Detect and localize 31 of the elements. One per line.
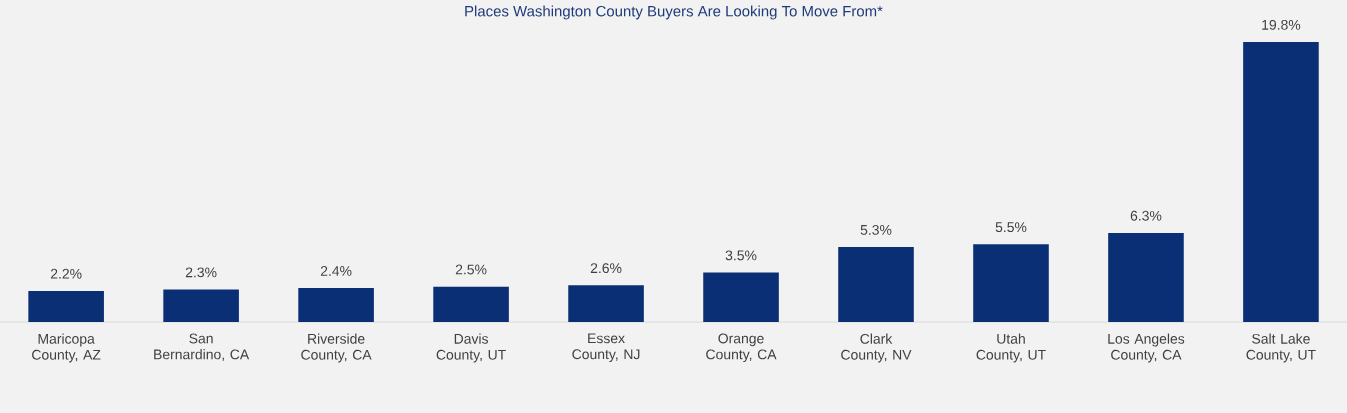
x-tick-label: Los Angeles County, CA (1108, 333, 1185, 363)
data-label: 2.5% (455, 264, 487, 275)
x-tick-label: Utah County, UT (976, 333, 1046, 363)
bar (163, 289, 239, 322)
bar (1108, 232, 1184, 322)
bar (433, 286, 509, 322)
data-label: 2.4% (320, 266, 352, 276)
data-label: 6.3% (1130, 210, 1162, 221)
data-label: 2.3% (185, 267, 217, 278)
bar (568, 285, 644, 322)
data-label: 2.2% (50, 268, 82, 279)
bar (28, 290, 104, 322)
chart-title: Places Washington County Buyers Are Looking To Move From* (465, 5, 883, 20)
x-tick-label: Riverside County, CA (301, 333, 372, 363)
data-label: 19.8% (1262, 19, 1301, 30)
bar (703, 272, 779, 322)
data-label: 2.6% (590, 263, 622, 274)
x-tick-label: Salt Lake County, UT (1246, 333, 1316, 363)
data-label: 3.5% (725, 250, 757, 261)
data-label: 5.3% (860, 224, 892, 235)
x-tick-label: Clark County, NV (841, 333, 912, 363)
x-tick-label: Maricopa County, AZ (32, 333, 101, 363)
bar (973, 244, 1049, 322)
x-tick-label: Davis County, UT (436, 333, 506, 363)
bar (838, 247, 914, 322)
x-tick-label: San Bernardino, CA (154, 333, 250, 361)
bar (1243, 42, 1319, 322)
bar (298, 288, 374, 322)
x-tick-label: Essex County, NJ (572, 333, 640, 362)
x-tick-label: Orange County, CA (706, 333, 777, 363)
data-label: 5.5% (995, 222, 1027, 233)
